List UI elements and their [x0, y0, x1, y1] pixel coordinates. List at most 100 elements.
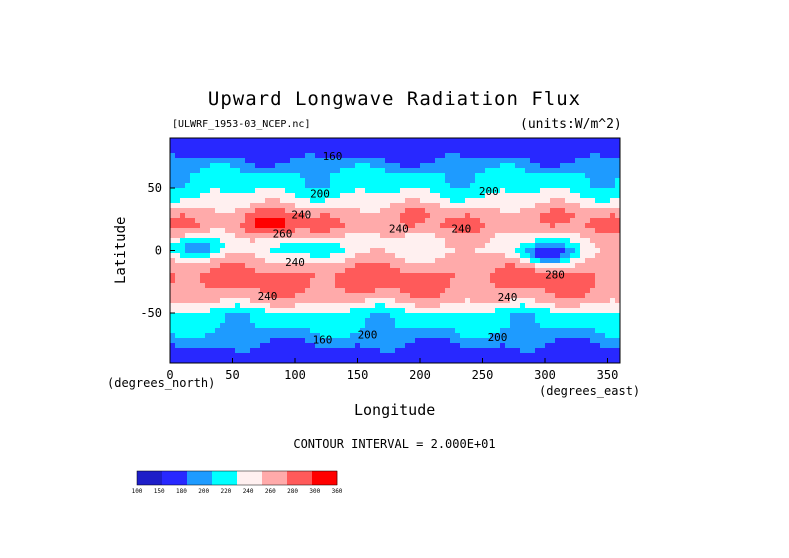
- field-cell: [175, 288, 181, 294]
- field-cell: [430, 278, 436, 284]
- field-cell: [610, 218, 616, 224]
- field-cell: [270, 353, 276, 359]
- field-cell: [455, 148, 461, 154]
- field-cell: [335, 268, 341, 274]
- field-cell: [315, 218, 321, 224]
- field-cell: [545, 248, 551, 254]
- field-cell: [295, 268, 301, 274]
- field-cell: [375, 318, 381, 324]
- field-cell: [455, 173, 461, 179]
- field-cell: [555, 218, 561, 224]
- colorbar-label: 100: [132, 488, 143, 495]
- field-cell: [205, 268, 211, 274]
- field-cell: [280, 288, 286, 294]
- field-cell: [260, 358, 266, 363]
- field-cell: [290, 198, 296, 204]
- field-cell: [450, 288, 456, 294]
- field-cell: [395, 338, 401, 344]
- field-cell: [565, 238, 571, 244]
- field-cell: [410, 253, 416, 259]
- field-cell: [515, 148, 521, 154]
- field-cell: [380, 198, 386, 204]
- field-cell: [260, 333, 266, 339]
- field-cell: [220, 138, 226, 144]
- field-cell: [330, 173, 336, 179]
- field-cell: [370, 358, 376, 363]
- field-cell: [485, 158, 491, 164]
- field-cell: [420, 193, 426, 199]
- field-cell: [175, 148, 181, 154]
- field-cell: [270, 158, 276, 164]
- field-cell: [320, 213, 326, 219]
- field-cell: [375, 333, 381, 339]
- field-cell: [535, 193, 541, 199]
- field-cell: [500, 168, 506, 174]
- field-cell: [415, 318, 421, 324]
- field-cell: [430, 143, 436, 149]
- field-cell: [425, 263, 431, 269]
- field-cell: [430, 338, 436, 344]
- field-cell: [235, 258, 241, 264]
- field-cell: [540, 243, 546, 249]
- field-cell: [530, 188, 536, 194]
- field-cell: [605, 303, 611, 309]
- y-tick-label: 50: [148, 181, 162, 195]
- field-cell: [355, 188, 361, 194]
- field-cell: [250, 228, 256, 234]
- field-cell: [380, 143, 386, 149]
- field-cell: [220, 178, 226, 184]
- field-cell: [545, 293, 551, 299]
- field-cell: [510, 288, 516, 294]
- field-cell: [315, 273, 321, 279]
- field-cell: [485, 338, 491, 344]
- field-cell: [365, 218, 371, 224]
- field-cell: [565, 323, 571, 329]
- field-cell: [365, 178, 371, 184]
- field-cell: [320, 233, 326, 239]
- field-cell: [350, 243, 356, 249]
- field-cell: [355, 178, 361, 184]
- field-cell: [335, 343, 341, 349]
- field-cell: [200, 238, 206, 244]
- field-cell: [195, 243, 201, 249]
- field-cell: [400, 293, 406, 299]
- field-cell: [550, 233, 556, 239]
- field-cell: [510, 178, 516, 184]
- field-cell: [395, 213, 401, 219]
- field-cell: [360, 148, 366, 154]
- field-cell: [200, 198, 206, 204]
- field-cell: [445, 178, 451, 184]
- field-cell: [535, 343, 541, 349]
- field-cell: [440, 253, 446, 259]
- field-cell: [500, 353, 506, 359]
- field-cell: [430, 248, 436, 254]
- field-cell: [590, 148, 596, 154]
- field-cell: [180, 323, 186, 329]
- field-cell: [365, 223, 371, 229]
- field-cell: [390, 278, 396, 284]
- field-cell: [595, 208, 601, 214]
- field-cell: [415, 273, 421, 279]
- field-cell: [575, 318, 581, 324]
- field-cell: [530, 298, 536, 304]
- field-cell: [365, 228, 371, 234]
- field-cell: [190, 198, 196, 204]
- field-cell: [220, 208, 226, 214]
- field-cell: [270, 228, 276, 234]
- field-cell: [315, 203, 321, 209]
- field-cell: [215, 198, 221, 204]
- field-cell: [595, 148, 601, 154]
- field-cell: [285, 248, 291, 254]
- field-cell: [305, 213, 311, 219]
- field-cell: [460, 183, 466, 189]
- field-cell: [170, 263, 176, 269]
- field-cell: [550, 283, 556, 289]
- field-cell: [510, 158, 516, 164]
- field-cell: [470, 303, 476, 309]
- field-cell: [485, 318, 491, 324]
- field-cell: [370, 258, 376, 264]
- field-cell: [375, 193, 381, 199]
- field-cell: [455, 143, 461, 149]
- field-cell: [540, 273, 546, 279]
- field-cell: [530, 143, 536, 149]
